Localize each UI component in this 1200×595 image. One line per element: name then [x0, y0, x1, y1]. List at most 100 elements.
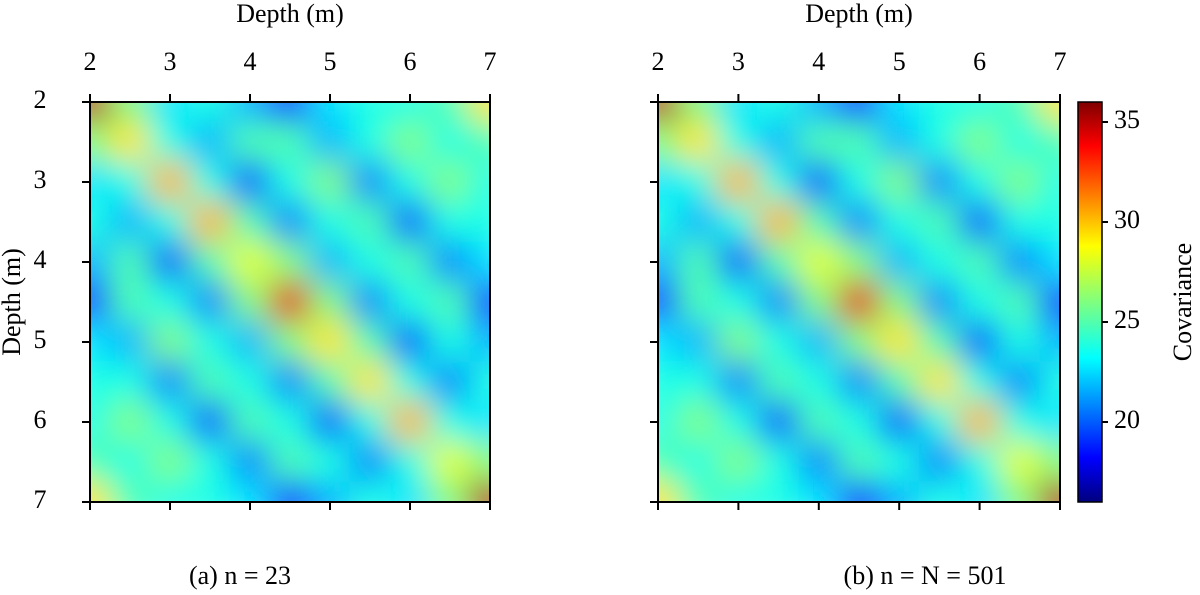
heatmap-cell — [878, 281, 920, 323]
heatmap-cell — [878, 241, 920, 283]
heatmap-cell — [717, 201, 759, 243]
heatmap-cell — [838, 281, 880, 323]
heatmap-cell — [717, 321, 759, 363]
heatmap-cell — [758, 441, 800, 483]
heatmap-cell — [229, 321, 271, 363]
heatmap-cell — [109, 102, 151, 123]
heatmap-cell — [798, 401, 840, 443]
heatmap-cell — [109, 201, 151, 243]
heatmap-cell — [469, 361, 490, 403]
heatmap-cell — [838, 441, 880, 483]
heatmap-cell — [109, 441, 151, 483]
heatmap-cell — [90, 361, 111, 403]
heatmap-cell — [189, 102, 231, 123]
heatmap-cell — [149, 481, 191, 502]
heatmap-cell — [309, 321, 351, 363]
heatmap-cell — [878, 401, 920, 443]
y-tick-label: 5 — [34, 325, 47, 354]
heatmap-cell — [349, 281, 391, 323]
heatmap-cell — [838, 361, 880, 403]
x-tick-label: 3 — [164, 47, 177, 76]
heatmap-cell — [878, 441, 920, 483]
heatmap-cell — [269, 121, 311, 163]
heatmap-cell — [1039, 481, 1060, 502]
heatmap-cell — [229, 481, 271, 502]
heatmap-cell — [959, 102, 1001, 123]
heatmap-cell — [959, 481, 1001, 502]
heatmap-cell — [90, 281, 111, 323]
heatmap-cell — [959, 161, 1001, 203]
heatmap-cell — [918, 321, 960, 363]
heatmap-cell — [389, 441, 431, 483]
x-tick-label: 4 — [812, 47, 825, 76]
heatmap-cell — [1039, 201, 1060, 243]
heatmap-cell — [229, 401, 271, 443]
heatmap-cell — [429, 321, 471, 363]
heatmap-cell — [1039, 441, 1060, 483]
heatmap-cell — [999, 281, 1041, 323]
heatmap-cell — [959, 201, 1001, 243]
heatmap-cell — [90, 401, 111, 443]
heatmap-cell — [658, 121, 679, 163]
heatmap-cell — [429, 441, 471, 483]
heatmap-cell — [269, 361, 311, 403]
heatmap-cell — [189, 401, 231, 443]
heatmap-cell — [717, 481, 759, 502]
heatmap-cell — [429, 361, 471, 403]
heatmap-cell — [389, 481, 431, 502]
heatmap-cell — [999, 401, 1041, 443]
heatmap-cell — [798, 241, 840, 283]
heatmap-cell — [269, 281, 311, 323]
heatmap-cell — [838, 102, 880, 123]
heatmap-cell — [999, 201, 1041, 243]
heatmap-cell — [429, 161, 471, 203]
caption: (b) n = N = 501 — [844, 561, 1007, 590]
heatmap-cell — [658, 281, 679, 323]
heatmap-cell — [90, 481, 111, 502]
heatmap-cell — [309, 201, 351, 243]
heatmap-cell — [189, 201, 231, 243]
heatmap-cell — [469, 481, 490, 502]
heatmap-cell — [229, 102, 271, 123]
heatmap-cell — [717, 161, 759, 203]
heatmap-cell — [309, 102, 351, 123]
heatmap-cell — [349, 241, 391, 283]
heatmap-cell — [838, 321, 880, 363]
heatmap-cell — [229, 281, 271, 323]
heatmap-cell — [189, 441, 231, 483]
heatmap-cell — [349, 481, 391, 502]
heatmap-cell — [758, 321, 800, 363]
heatmap-cell — [189, 281, 231, 323]
heatmap-cell — [1039, 241, 1060, 283]
heatmap-cell — [189, 481, 231, 502]
heatmap-cell — [189, 321, 231, 363]
heatmap-cell — [429, 201, 471, 243]
heatmap-cell — [758, 241, 800, 283]
heatmap-cell — [677, 281, 719, 323]
heatmap-cell — [349, 201, 391, 243]
y-tick-label: 7 — [34, 485, 47, 514]
x-tick-label: 7 — [1054, 47, 1067, 76]
y-tick-label: 2 — [34, 85, 47, 114]
heatmap-cell — [229, 361, 271, 403]
heatmap-cell — [149, 102, 191, 123]
heatmap-cell — [429, 401, 471, 443]
heatmap-cell — [999, 361, 1041, 403]
heatmap-cell — [999, 121, 1041, 163]
heatmap-cell — [229, 161, 271, 203]
heatmap-cell — [309, 401, 351, 443]
heatmap-cell — [878, 481, 920, 502]
x-tick-label: 6 — [973, 47, 986, 76]
heatmap-cell — [309, 241, 351, 283]
heatmap-cell — [918, 102, 960, 123]
heatmap-cell — [469, 401, 490, 443]
heatmap-cell — [999, 241, 1041, 283]
heatmap-cell — [758, 102, 800, 123]
heatmap-cell — [269, 241, 311, 283]
heatmap-cell — [658, 481, 679, 502]
heatmap-cell — [469, 161, 490, 203]
colorbar-tick-label: 25 — [1114, 305, 1140, 334]
heatmap-cell — [109, 481, 151, 502]
heatmap-cell — [1039, 401, 1060, 443]
y-tick-label: 4 — [34, 245, 47, 274]
